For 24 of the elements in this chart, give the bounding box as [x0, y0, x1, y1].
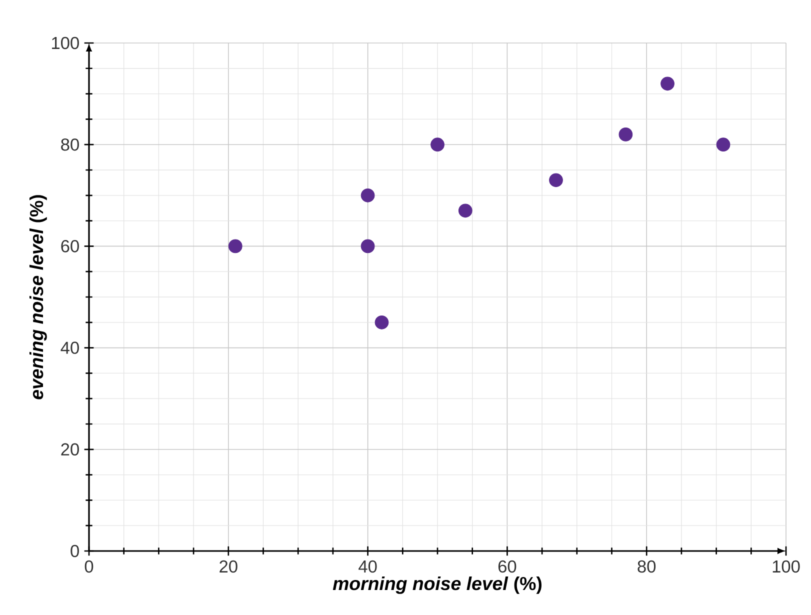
y-tick-label: 80 [61, 138, 79, 151]
y-tick-label: 40 [60, 342, 79, 354]
x-tick-label: 80 [638, 560, 656, 573]
point [228, 239, 242, 254]
point [458, 204, 472, 218]
point [660, 76, 674, 91]
point [430, 138, 444, 152]
x-tick-label: 20 [220, 560, 238, 573]
x-tick-label: 60 [498, 560, 516, 573]
point [374, 315, 389, 330]
x-tick-label: 0 [84, 560, 94, 573]
y-tick-label: 100 [52, 36, 79, 50]
x-axis-title: morning noise level (%) [332, 576, 542, 594]
y-tick-label: 60 [61, 240, 79, 252]
point [716, 138, 730, 152]
y-tick-label: 0 [70, 544, 79, 558]
point [360, 239, 375, 254]
y-tick-label: 20 [61, 443, 79, 456]
x-tick-label: 100 [772, 560, 800, 573]
point [360, 188, 375, 202]
point [549, 173, 563, 188]
y-axis-title: evening noise level (%) [29, 195, 47, 400]
x-tick-label: 40 [358, 560, 377, 573]
point [618, 128, 633, 142]
